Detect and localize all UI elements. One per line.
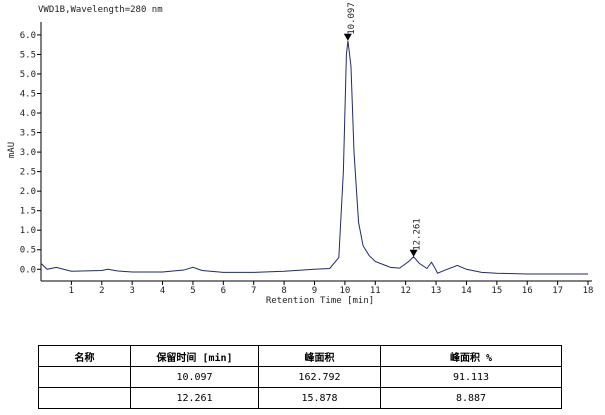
y-tick-label: 3.5 xyxy=(20,129,36,139)
header-cell: 名称 xyxy=(38,345,131,367)
table-row: 10.097 162.792 91.113 xyxy=(38,366,562,388)
chart-title: VWD1B,Wavelength=280 nm xyxy=(38,5,163,15)
header-cell: 峰面积 % xyxy=(380,345,562,367)
x-tick-label: 2 xyxy=(99,286,104,296)
chart: VWD1B,Wavelength=280 nm mAU Retention Ti… xyxy=(7,2,594,306)
cell: 8.887 xyxy=(380,387,562,409)
x-tick-label: 9 xyxy=(312,286,317,296)
header-cell: 峰面积 xyxy=(258,345,381,367)
cell xyxy=(38,387,131,409)
cell: 162.792 xyxy=(258,366,381,388)
cell: 15.878 xyxy=(258,387,381,409)
peak-marker xyxy=(409,249,418,257)
x-tick-label: 17 xyxy=(552,286,563,296)
x-tick-label: 4 xyxy=(160,286,165,296)
y-tick-label: 0.0 xyxy=(20,265,36,275)
x-tick-label: 1 xyxy=(69,286,74,296)
y-tick-label: 2.0 xyxy=(20,187,36,197)
x-tick-label: 8 xyxy=(281,286,286,296)
cell xyxy=(38,366,131,388)
cell: 10.097 xyxy=(130,366,259,388)
y-tick-label: 5.5 xyxy=(20,50,36,60)
x-tick-label: 7 xyxy=(251,286,256,296)
x-tick-label: 16 xyxy=(522,286,533,296)
y-tick-label: 1.0 xyxy=(20,226,36,236)
y-tick-label: 0.5 xyxy=(20,246,36,256)
trace xyxy=(40,40,588,275)
peak-label: 12.261 xyxy=(413,218,423,251)
peak-label: 10.097 xyxy=(347,2,357,35)
y-tick-label: 5.0 xyxy=(20,70,36,80)
cell: 12.261 xyxy=(130,387,259,409)
x-tick-label: 3 xyxy=(129,286,134,296)
y-tick-label: 4.5 xyxy=(20,89,36,99)
peak-table: 名称 保留时间 [min] 峰面积 峰面积 % 10.097 162.792 9… xyxy=(38,345,562,409)
x-axis-label: Retention Time [min] xyxy=(266,296,374,306)
x-tick-label: 13 xyxy=(431,286,442,296)
x-tick-label: 11 xyxy=(370,286,381,296)
y-tick-label: 1.5 xyxy=(20,207,36,217)
x-tick-label: 10 xyxy=(339,286,350,296)
header-cell: 保留时间 [min] xyxy=(130,345,259,367)
peak-marker xyxy=(343,33,352,41)
x-tick-label: 14 xyxy=(461,286,472,296)
y-tick-label: 3.0 xyxy=(20,148,36,158)
y-tick-label: 6.0 xyxy=(20,31,36,41)
table-header: 名称 保留时间 [min] 峰面积 峰面积 % xyxy=(38,345,562,367)
x-tick-label: 12 xyxy=(400,286,411,296)
x-tick-label: 6 xyxy=(221,286,226,296)
x-tick-label: 5 xyxy=(190,286,195,296)
x-tick-label: 18 xyxy=(583,286,594,296)
table-row: 12.261 15.878 8.887 xyxy=(38,387,562,409)
y-axis-label: mAU xyxy=(7,142,17,158)
x-tick-label: 15 xyxy=(491,286,502,296)
y-tick-label: 2.5 xyxy=(20,168,36,178)
y-tick-label: 4.0 xyxy=(20,109,36,119)
cell: 91.113 xyxy=(380,366,562,388)
